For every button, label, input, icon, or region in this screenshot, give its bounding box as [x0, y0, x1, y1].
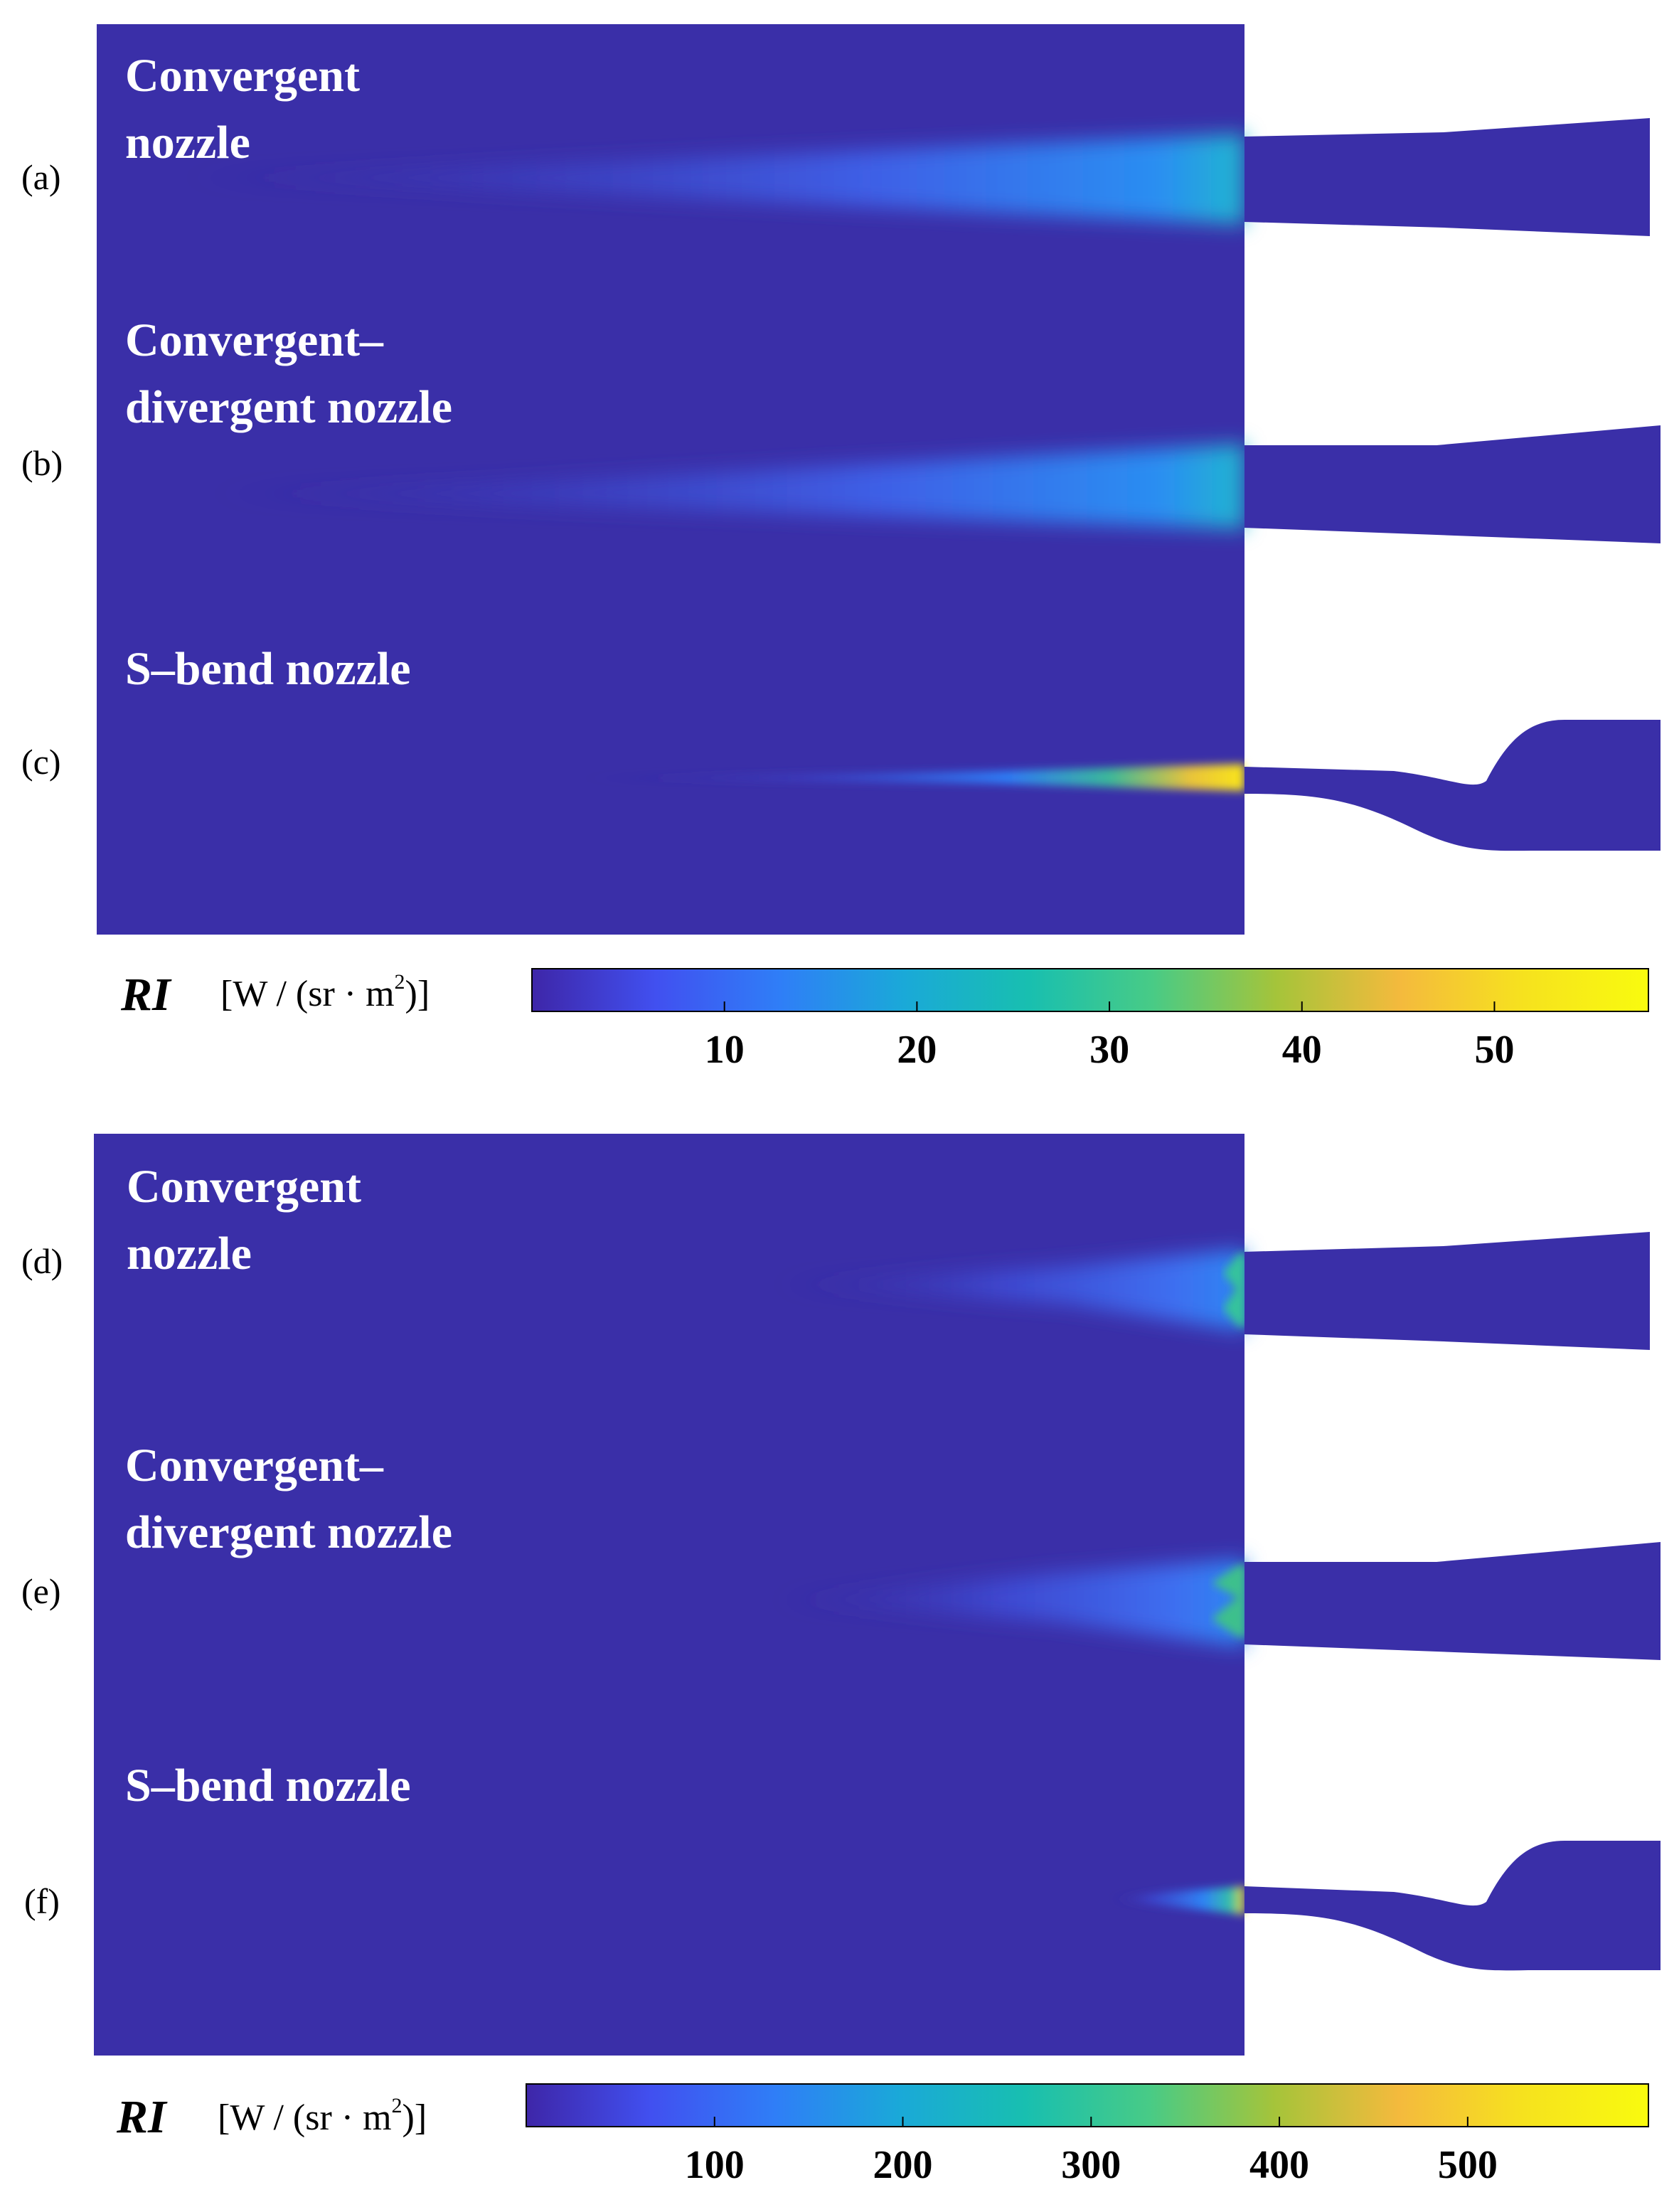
label-a-line-2: nozzle [125, 117, 250, 169]
nozzle-a [1244, 118, 1650, 236]
top-colorbar-unit-sup: 2 [395, 970, 405, 994]
top-colorbar-tick-label-4: 50 [1474, 1028, 1514, 1072]
bottom-figure: Convergent nozzle Convergent– divergent … [21, 1134, 1661, 2187]
top-colorbar-bar [531, 968, 1649, 1012]
label-b-line-2: divergent nozzle [125, 381, 452, 433]
bottom-colorbar-tick-label-1: 200 [873, 2143, 933, 2187]
top-colorbar-tick-label-1: 20 [897, 1028, 937, 1072]
panel-letter-e: (e) [21, 1571, 61, 1611]
top-colorbar-tick-label-2: 30 [1089, 1028, 1129, 1072]
bottom-colorbar-unit-sup: 2 [392, 2094, 403, 2117]
label-e-line-2: divergent nozzle [125, 1506, 452, 1558]
plume-b [199, 444, 1244, 529]
top-colorbar-unit-prefix: [W / (sr · m [220, 974, 395, 1014]
bottom-colorbar: RI [W / (sr · m2)] 100 200 300 400 500 [116, 2083, 1649, 2187]
top-colorbar-tick-label-3: 40 [1282, 1028, 1322, 1072]
label-d-line-2: nozzle [127, 1228, 252, 1280]
panel-letter-b: (b) [21, 443, 63, 483]
top-panel-labels: Convergent nozzle Convergent– divergent … [125, 50, 452, 695]
panel-letter-d: (d) [21, 1241, 63, 1281]
nozzle-d [1244, 1232, 1650, 1350]
bottom-colorbar-tick-label-0: 100 [685, 2143, 745, 2187]
top-colorbar-title: RI [120, 969, 172, 1021]
label-b-line-1: Convergent– [125, 314, 384, 366]
nozzle-e [1244, 1542, 1661, 1660]
bottom-colorbar-tick-label-2: 300 [1061, 2143, 1121, 2187]
panel-letter-f: (f) [24, 1881, 60, 1921]
top-figure: Convergent nozzle Convergent– divergent … [21, 24, 1661, 1072]
nozzle-f [1244, 1841, 1661, 1971]
bottom-panel-labels: Convergent nozzle Convergent– divergent … [125, 1161, 452, 1812]
plume-e-hot [1212, 1565, 1246, 1637]
bottom-colorbar-bar [526, 2083, 1649, 2127]
plume-c [569, 764, 1244, 791]
nozzle-c [1244, 720, 1661, 851]
top-colorbar-ticks: 10 20 30 40 50 [705, 1001, 1514, 1072]
label-d-line-1: Convergent [127, 1161, 361, 1213]
bottom-colorbar-unit-prefix: [W / (sr · m [218, 2097, 392, 2138]
top-colorbar-unit-suffix: )] [405, 974, 430, 1014]
plume-a [171, 134, 1244, 225]
bottom-colorbar-ticks: 100 200 300 400 500 [685, 2117, 1498, 2187]
plume-f [1109, 1886, 1244, 1915]
bottom-colorbar-tick-label-4: 500 [1438, 2143, 1498, 2187]
label-c-line-1: S–bend nozzle [125, 643, 411, 695]
bottom-colorbar-tick-label-3: 400 [1249, 2143, 1309, 2187]
plume-e [768, 1559, 1244, 1647]
bottom-colorbar-unit: [W / (sr · m2)] [218, 2094, 427, 2138]
top-colorbar: RI [W / (sr · m2)] 10 20 30 40 50 [120, 968, 1649, 1072]
panel-letter-c: (c) [21, 742, 61, 782]
bottom-colorbar-unit-suffix: )] [403, 2097, 427, 2138]
top-panel-letters: (a) (b) (c) [21, 157, 63, 782]
top-colorbar-tick-label-0: 10 [705, 1028, 745, 1072]
plume-d [768, 1249, 1244, 1331]
top-colorbar-unit: [W / (sr · m2)] [220, 970, 430, 1014]
plume-d-hot [1223, 1253, 1246, 1327]
label-a-line-1: Convergent [125, 50, 360, 102]
bottom-colorbar-title: RI [116, 2091, 168, 2143]
label-f-line-1: S–bend nozzle [125, 1760, 411, 1812]
label-e-line-1: Convergent– [125, 1440, 384, 1491]
nozzle-b [1244, 425, 1661, 543]
bottom-panel-letters: (d) (e) (f) [21, 1241, 63, 1921]
panel-letter-a: (a) [21, 157, 61, 197]
